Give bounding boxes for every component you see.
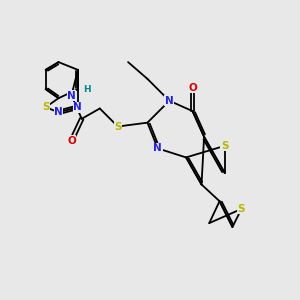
Text: S: S	[42, 102, 50, 112]
Text: N: N	[153, 143, 162, 153]
Text: S: S	[114, 122, 122, 131]
Text: N: N	[165, 96, 174, 106]
Text: H: H	[83, 85, 91, 94]
Text: S: S	[238, 204, 245, 214]
Text: N: N	[74, 102, 82, 112]
Text: O: O	[67, 136, 76, 146]
Text: N: N	[54, 107, 63, 117]
Text: O: O	[188, 83, 197, 93]
Text: S: S	[221, 141, 229, 151]
Text: N: N	[67, 91, 76, 100]
